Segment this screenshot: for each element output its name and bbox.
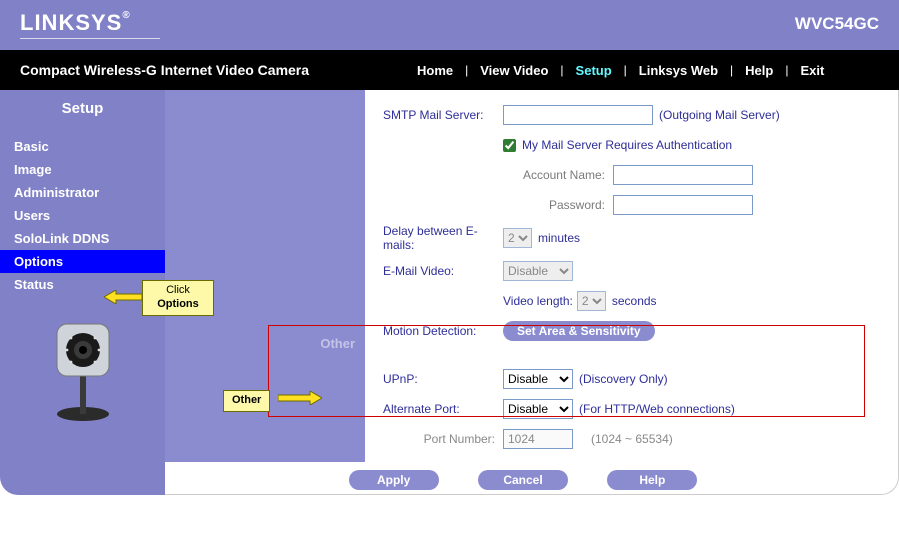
smtp-input[interactable] <box>503 105 653 125</box>
top-banner: LINKSYS® WVC54GC <box>0 0 899 50</box>
sidebar-heading: Setup <box>0 100 165 117</box>
auth-checkbox[interactable] <box>503 139 516 152</box>
model-number: WVC54GC <box>795 14 879 34</box>
brand-reg: ® <box>122 10 130 21</box>
apply-button[interactable]: Apply <box>349 470 439 490</box>
auth-label: My Mail Server Requires Authentication <box>516 138 732 152</box>
nav-bar: Compact Wireless-G Internet Video Camera… <box>0 50 899 90</box>
product-subtitle: Compact Wireless-G Internet Video Camera <box>0 62 405 78</box>
sidebar-item-administrator[interactable]: Administrator <box>0 181 165 204</box>
video-length-select[interactable]: 2 <box>577 291 606 311</box>
cancel-button[interactable]: Cancel <box>478 470 568 490</box>
nav-home[interactable]: Home <box>405 63 465 78</box>
email-video-select[interactable]: Disable <box>503 261 573 281</box>
email-video-label: E-Mail Video: <box>383 264 503 278</box>
delay-label: Delay between E-mails: <box>383 224 503 252</box>
password-input[interactable] <box>613 195 753 215</box>
callout-click-options: Click Options <box>142 280 214 316</box>
arrow-right-icon <box>278 391 322 405</box>
sidebar-item-options[interactable]: Options <box>0 250 165 273</box>
callout-click-line1: Click <box>166 284 190 296</box>
nav-view-video[interactable]: View Video <box>468 63 560 78</box>
portnum-input[interactable] <box>503 429 573 449</box>
content-scroll[interactable]: Other SMTP Mail Server: (Outgoing Mail S… <box>165 90 898 494</box>
brand-text: LINKSYS <box>20 10 122 35</box>
arrow-left-icon <box>104 290 142 304</box>
nav-linksys-web[interactable]: Linksys Web <box>627 63 730 78</box>
callout-click-line2: Options <box>157 298 199 310</box>
video-length-unit: seconds <box>606 294 657 308</box>
smtp-note: (Outgoing Mail Server) <box>653 108 780 122</box>
delay-unit: minutes <box>532 231 580 245</box>
nav-links: Home| View Video| Setup| Linksys Web| He… <box>405 63 836 78</box>
delay-select[interactable]: 2 <box>503 228 532 248</box>
smtp-label: SMTP Mail Server: <box>383 108 503 122</box>
nav-setup[interactable]: Setup <box>564 63 624 78</box>
sidebar-item-users[interactable]: Users <box>0 204 165 227</box>
nav-help[interactable]: Help <box>733 63 785 78</box>
brand-logo: LINKSYS® <box>20 10 160 39</box>
sidebar-item-sololink[interactable]: SoloLink DDNS <box>0 227 165 250</box>
camera-image <box>0 314 165 427</box>
bottom-buttons: Apply Cancel Help <box>165 462 881 494</box>
highlight-other-box <box>268 325 865 417</box>
video-length-label: Video length: <box>503 294 573 308</box>
portnum-label: Port Number: <box>423 432 503 446</box>
sidebar-item-basic[interactable]: Basic <box>0 135 165 158</box>
account-name-label: Account Name: <box>503 168 613 182</box>
password-label: Password: <box>503 198 613 212</box>
help-button[interactable]: Help <box>607 470 697 490</box>
callout-other-text: Other <box>232 394 261 406</box>
nav-exit[interactable]: Exit <box>788 63 836 78</box>
account-name-input[interactable] <box>613 165 753 185</box>
sidebar-item-image[interactable]: Image <box>0 158 165 181</box>
portnum-range: (1024 ~ 65534) <box>573 432 673 446</box>
callout-other: Other <box>223 390 270 412</box>
